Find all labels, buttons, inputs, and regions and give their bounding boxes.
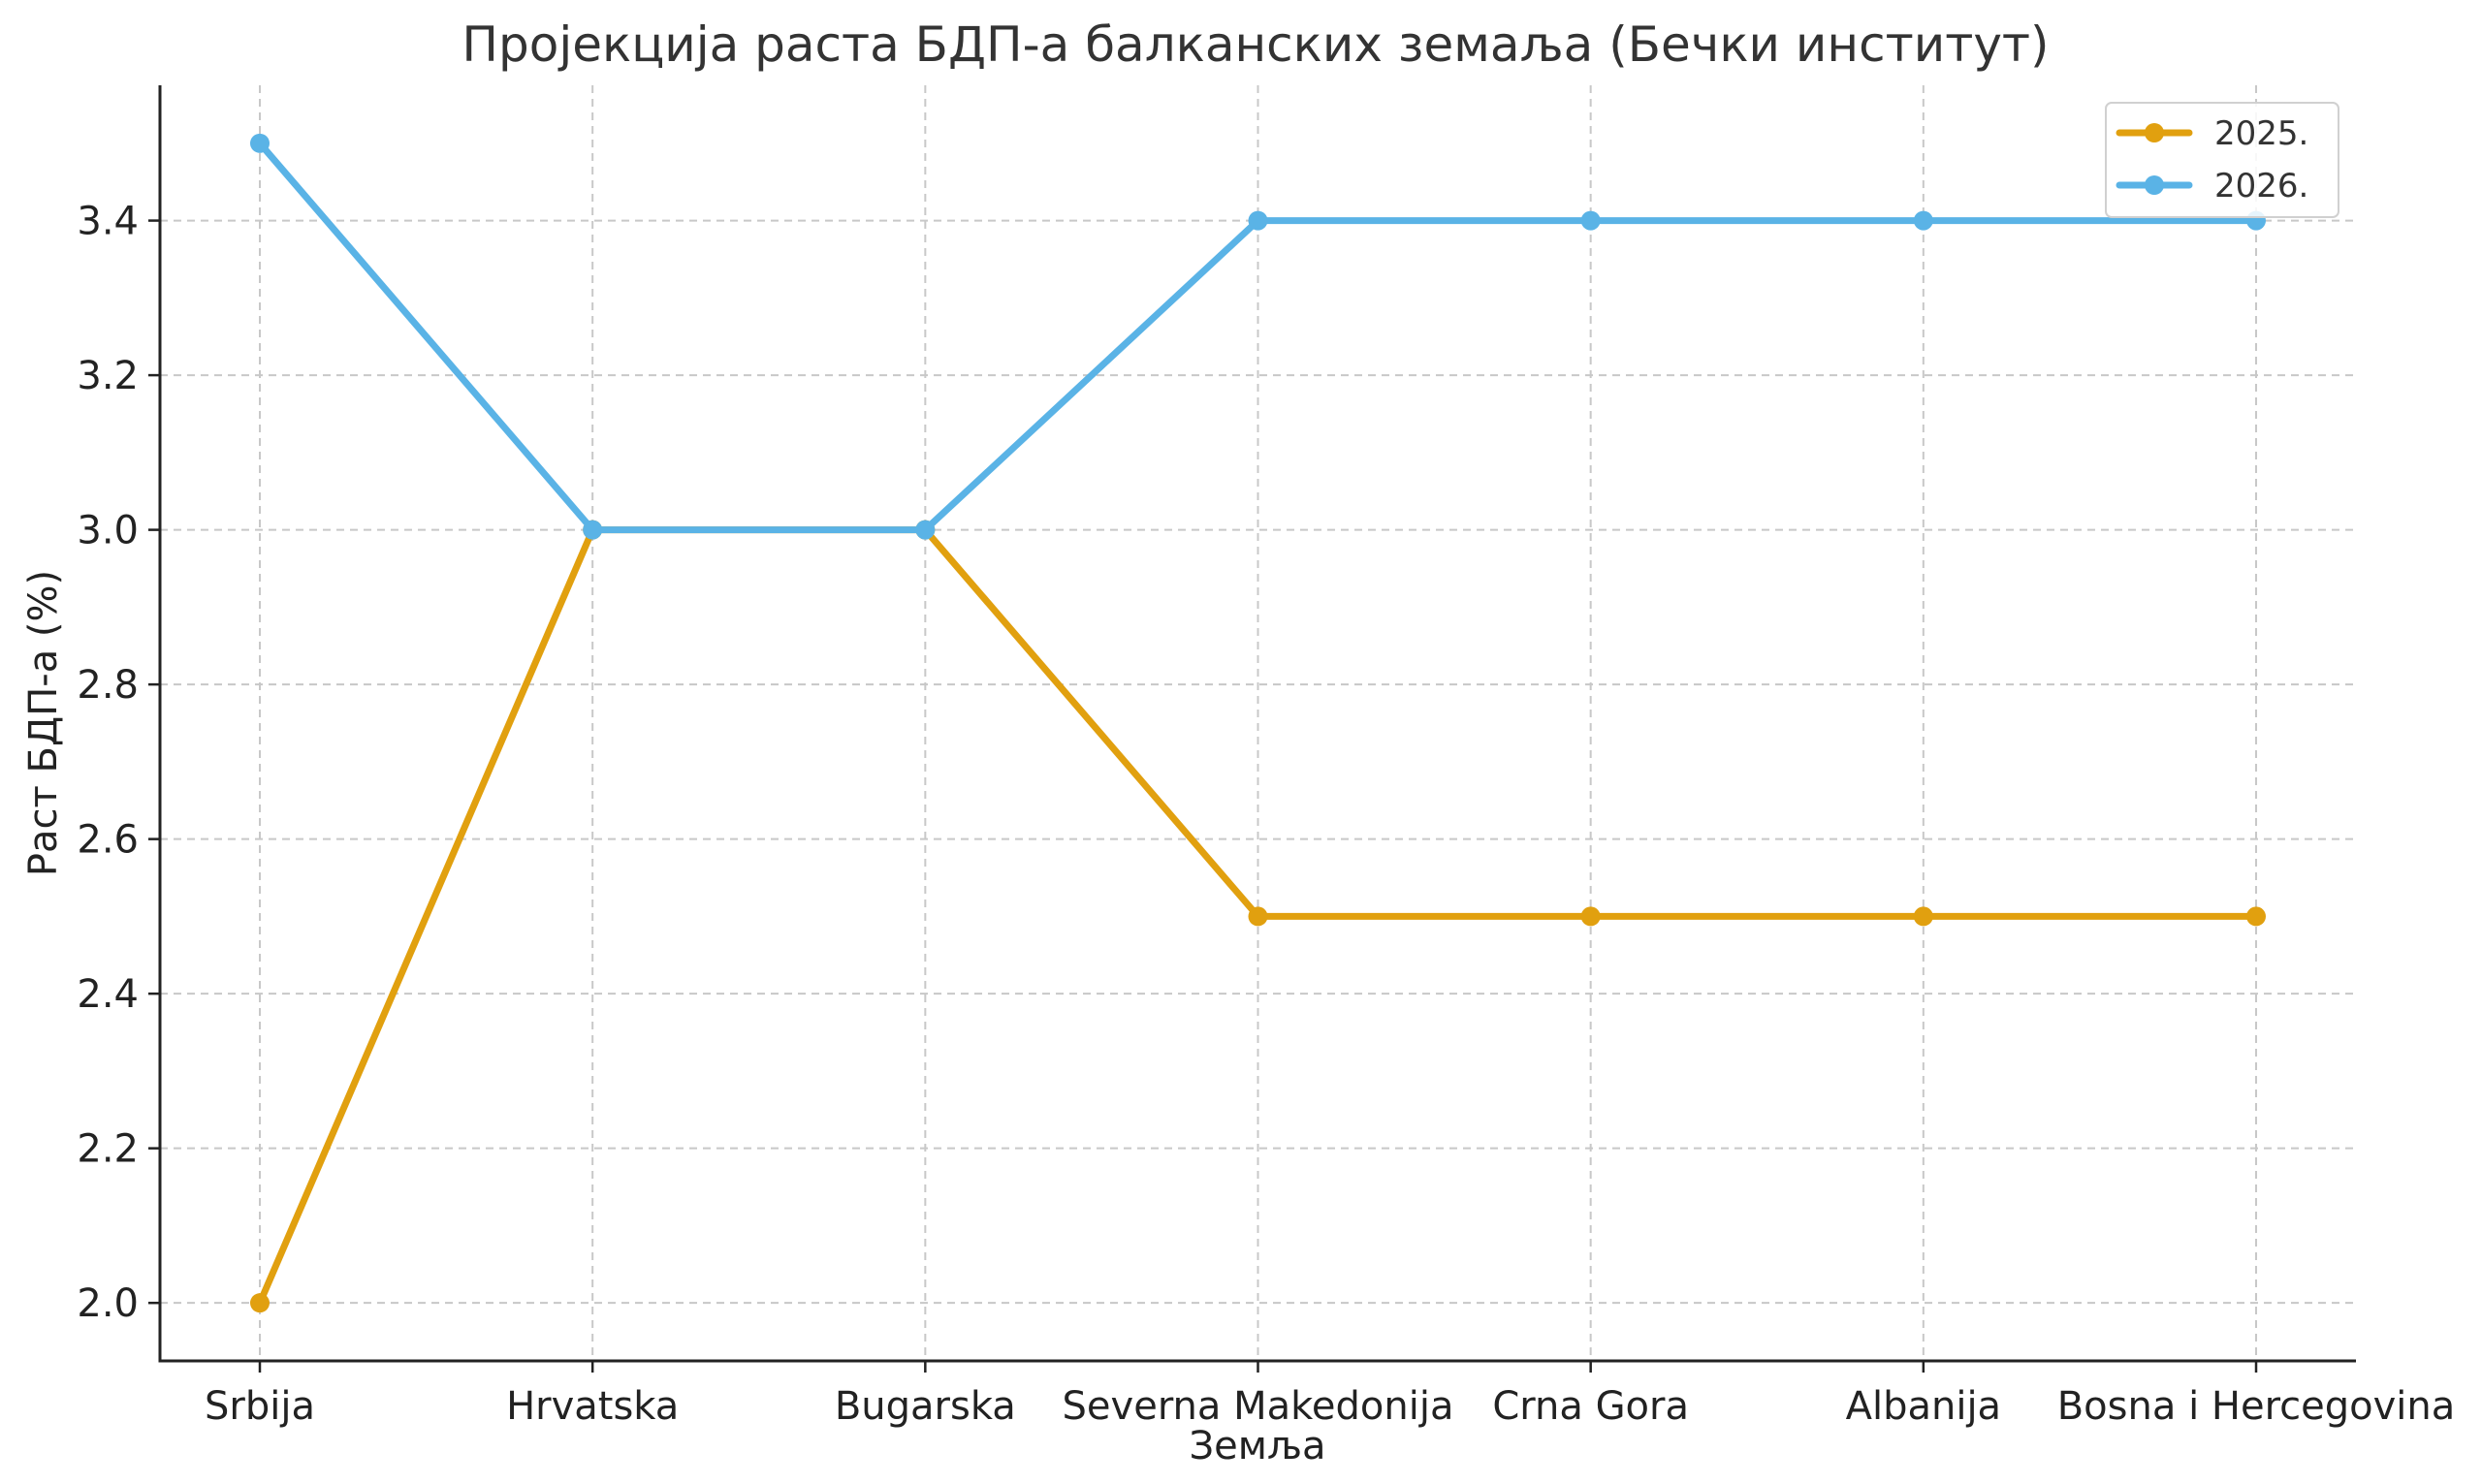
legend-label: 2025. [2214, 114, 2308, 153]
data-point [1913, 210, 1933, 231]
y-tick-label: 2.4 [77, 972, 139, 1017]
y-tick-label: 2.8 [77, 663, 139, 708]
data-point [2246, 906, 2266, 927]
series-layer [250, 133, 2266, 1313]
legend-marker [2145, 175, 2164, 195]
x-tick-label: Albanija [1846, 1384, 2001, 1429]
y-tick-label: 2.0 [77, 1281, 139, 1326]
grid [160, 85, 2356, 1361]
legend-label: 2026. [2214, 167, 2308, 205]
series-2025. [250, 520, 2266, 1313]
data-point [1248, 210, 1268, 231]
x-tick-label: Srbija [205, 1384, 315, 1429]
y-tick-label: 3.2 [77, 354, 139, 398]
y-tick-label: 2.2 [77, 1127, 139, 1172]
data-point [1248, 906, 1268, 927]
axis-spines [158, 85, 2356, 1363]
data-point [1580, 210, 1601, 231]
axes [148, 85, 2356, 1373]
legend: 2025. 2026. [2105, 102, 2339, 218]
x-axis-label: Земља [1189, 1424, 1325, 1468]
x-tick-label: Crna Gora [1492, 1384, 1689, 1429]
legend-marker [2145, 123, 2164, 142]
x-tick-label: Bugarska [835, 1384, 1016, 1429]
y-tick-label: 2.6 [77, 818, 139, 863]
data-point [1913, 906, 1933, 927]
data-point [915, 520, 936, 540]
y-axis-label: Раст БДП-а (%) [21, 570, 66, 876]
data-point [583, 520, 603, 540]
chart-title: Пројекција раста БДП-а балканских земаља… [461, 16, 2049, 73]
data-point [250, 1293, 270, 1313]
data-point [250, 133, 270, 153]
x-tick-label: Hrvatska [506, 1384, 679, 1429]
y-tick-label: 3.0 [77, 509, 139, 553]
x-tick-label: Bosna i Hercegovina [2057, 1384, 2456, 1429]
data-point [1580, 906, 1601, 927]
tick-labels: Srbija Hrvatska Bugarska Severna Makedonija… [77, 200, 2455, 1429]
y-tick-label: 3.4 [77, 200, 139, 244]
x-tick-label: Severna Makedonija [1063, 1384, 1454, 1429]
